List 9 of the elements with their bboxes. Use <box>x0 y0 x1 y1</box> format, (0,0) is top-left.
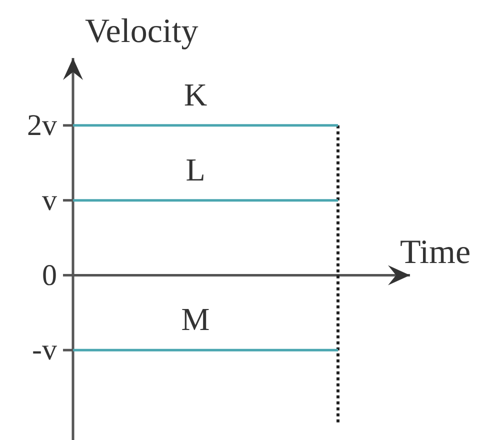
y-tick-label: 0 <box>42 258 57 292</box>
y-tick-label: -v <box>32 334 57 367</box>
x-axis-title: Time <box>400 234 471 272</box>
y-axis-title: Velocity <box>85 13 198 50</box>
y-tick-label: v <box>42 184 57 217</box>
series-label: M <box>181 301 210 338</box>
series-label: L <box>186 151 206 188</box>
y-tick-label: 2v <box>27 109 57 142</box>
series-label: K <box>184 76 208 112</box>
